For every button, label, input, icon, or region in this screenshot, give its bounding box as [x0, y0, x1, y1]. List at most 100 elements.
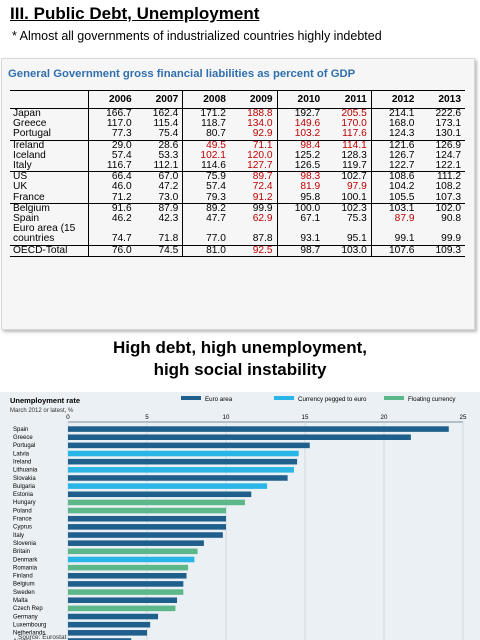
table-row: OECD-Total 76.0 74.5 81.0 92.5 98.7 103.0 107.6…	[10, 244, 465, 257]
value-cell: 47.2	[158, 181, 179, 193]
table-row: France 71.2 73.0 79.3 91.2 95.8 100.1 105.5 107.…	[10, 192, 465, 204]
value-cell: 74.5	[135, 244, 183, 257]
value-cell: 111.2	[418, 171, 465, 183]
table-row: Japan 166.7 162.4 171.2 188.8 192.7 205.5 214.1…	[10, 108, 465, 120]
x-tick-label: 10	[223, 414, 230, 421]
value-cell: 168.0	[370, 118, 419, 130]
value-cell: 28.6	[135, 139, 183, 151]
category-label: Slovenia	[13, 541, 37, 547]
x-tick-label: 5	[145, 414, 149, 421]
legend-swatch	[274, 396, 294, 400]
category-label: Germany	[13, 614, 38, 620]
value-cell: 49.5	[182, 139, 230, 151]
bar	[68, 597, 178, 603]
value-cell: 81.9	[276, 182, 325, 193]
value-cell: 87.8	[252, 233, 273, 245]
category-label: Sweden	[13, 590, 35, 596]
value-cell: 214.1	[370, 108, 419, 120]
value-cell: 42.3	[158, 213, 179, 225]
table-row: Italy 116.7 112.1 114.6 127.7 126.5 119.7 122.7…	[10, 161, 465, 172]
value-cell: 29.0	[87, 139, 136, 151]
value-cell: 105.5	[370, 192, 419, 204]
x-tick-label: 20	[381, 414, 388, 421]
value-cell: 107.6	[370, 244, 419, 257]
category-label: Ireland	[13, 459, 31, 465]
legend-swatch	[181, 396, 201, 400]
category-label: Italy	[13, 533, 24, 539]
value-cell: 125.2	[276, 150, 325, 162]
country-cell: Japan	[13, 108, 41, 119]
value-cell: 114.6	[182, 161, 230, 172]
value-cell: 89.2	[182, 202, 230, 215]
bar	[68, 556, 195, 563]
value-cell: 102.7	[324, 171, 372, 183]
value-cell: 99.9	[229, 202, 278, 215]
bar	[68, 442, 310, 449]
value-cell: 122.1	[435, 160, 462, 172]
x-tick-label: 15	[302, 414, 309, 421]
section-heading-line1: High debt, high unemployment,	[112, 338, 368, 357]
value-cell: 126.5	[276, 161, 325, 172]
value-cell: 75.4	[158, 128, 179, 140]
value-cell: 75.9	[182, 171, 230, 183]
value-cell: 75.3	[347, 213, 367, 225]
year-header: 2013	[418, 90, 465, 109]
value-cell: 72.4	[252, 181, 273, 193]
country-cell: US	[10, 171, 89, 183]
bar	[68, 458, 298, 465]
category-label: Portugal	[13, 443, 35, 449]
value-cell: 98.4	[276, 139, 325, 151]
value-cell	[87, 224, 136, 235]
bar	[68, 483, 268, 489]
category-label: France	[13, 517, 32, 523]
value-cell: 108.2	[435, 181, 462, 193]
category-label: Greece	[13, 435, 33, 441]
table-row: UK 46.0 47.2 57.4 72.4 81.9 97.9 104.2 108.2	[10, 181, 465, 193]
category-label: Netherlands	[13, 631, 45, 637]
value-cell: 67.0	[135, 171, 183, 183]
bar	[68, 499, 245, 506]
value-cell: 188.8	[247, 108, 273, 119]
value-cell: 77.0	[182, 234, 230, 246]
value-cell	[276, 224, 325, 235]
value-cell: 46.0	[87, 182, 136, 193]
legend-swatch	[384, 396, 404, 400]
year-header: 2012	[370, 90, 419, 109]
bar	[68, 581, 184, 587]
category-label: Estonia	[13, 492, 34, 498]
category-label: Lithuania	[13, 468, 38, 474]
value-cell: 134.0	[247, 118, 273, 130]
value-cell: 90.8	[441, 213, 461, 225]
table-row: Portugal 77.3 75.4 80.7 92.9 103.2 117.6 124.3 1…	[10, 128, 465, 141]
category-label: Slovakia	[13, 476, 36, 482]
year-header: 2007	[135, 90, 183, 109]
category-label: Bulgaria	[13, 484, 36, 490]
category-label: Britain	[13, 549, 30, 555]
table-row: Spain 46.2 42.3 47.7 62.9 67.1 75.3 87.9 90.8	[10, 213, 465, 225]
value-cell: 115.4	[153, 118, 179, 130]
chart-subtitle: March 2012 or latest, %	[10, 408, 74, 414]
value-cell: 205.5	[341, 108, 367, 119]
value-cell: 102.0	[418, 202, 465, 215]
country-cell: Belgium	[10, 202, 89, 215]
chart-source: Source: Eurostat	[18, 634, 67, 640]
country-cell: Iceland	[13, 149, 46, 161]
value-cell: 87.9	[370, 213, 419, 225]
value-cell: 127.7	[247, 160, 273, 172]
value-cell: 71.8	[158, 233, 179, 245]
value-cell: 99.9	[441, 233, 461, 245]
value-cell: 80.7	[182, 129, 230, 141]
value-cell: 109.3	[418, 244, 465, 257]
value-cell: 102.3	[324, 202, 372, 215]
value-cell: 120.0	[247, 149, 273, 161]
value-cell: 47.7	[182, 213, 230, 225]
value-cell: 67.1	[276, 213, 325, 225]
bar	[68, 630, 147, 636]
value-cell: 100.0	[276, 202, 325, 215]
value-cell: 71.2	[87, 192, 136, 204]
bar	[68, 613, 159, 620]
value-cell: 117.0	[87, 118, 136, 130]
value-cell	[370, 224, 419, 235]
value-cell: 162.4	[152, 108, 179, 119]
value-cell: 119.7	[342, 160, 367, 172]
